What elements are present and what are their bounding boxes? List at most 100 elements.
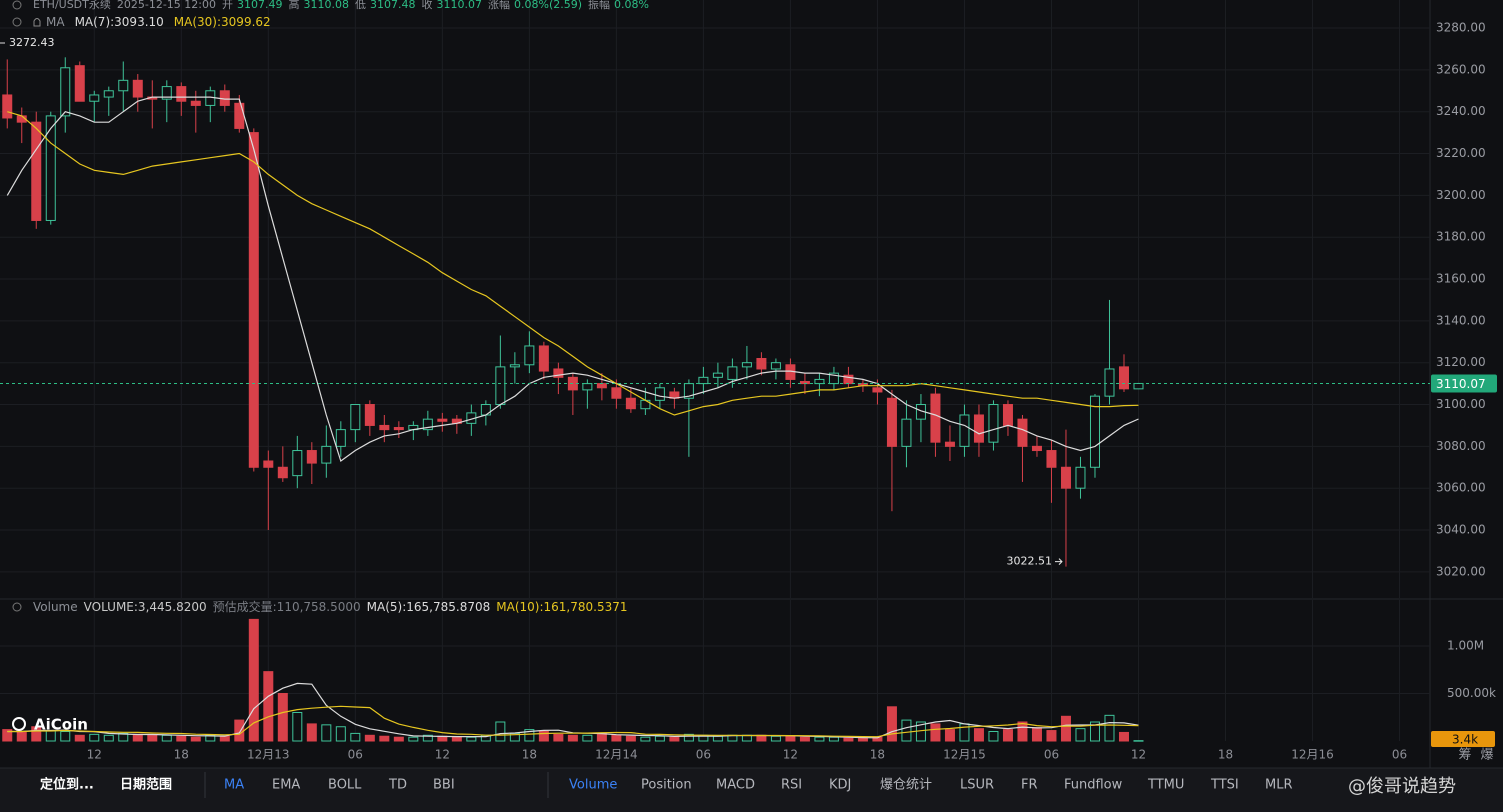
candle-body (379, 424, 390, 431)
toolbar-button[interactable]: BBI (433, 778, 455, 793)
y-tick-label: 3260.00 (1436, 62, 1486, 76)
candle-body (1002, 404, 1013, 426)
ma-line (6, 96, 1139, 462)
toolbar-button[interactable]: TTSI (1210, 778, 1239, 793)
candle-body (1046, 450, 1057, 468)
x-tick-label: 12 (783, 748, 798, 762)
volume-bar (31, 726, 42, 742)
volume-bar (190, 736, 201, 742)
candle-body (437, 418, 448, 422)
volume-bar (1060, 715, 1071, 742)
volume-bar (379, 735, 390, 742)
volume-bar (973, 728, 984, 742)
x-tick-label: 06 (1044, 748, 1059, 762)
volume-tick-label: 500.00k (1447, 686, 1496, 700)
volume-bar (640, 736, 651, 742)
candle-body (292, 450, 303, 477)
volume-bar (930, 723, 941, 742)
toolbar-button[interactable]: 爆仓统计 (880, 778, 932, 793)
candle-body (132, 79, 143, 98)
candle-body (1104, 368, 1115, 397)
volume-bar (828, 736, 839, 742)
toolbar-button[interactable]: KDJ (829, 778, 851, 793)
candle-body (161, 86, 172, 100)
x-tick-label: 12 (87, 748, 102, 762)
volume-bar (277, 692, 288, 742)
toolbar-button[interactable]: TTMU (1147, 778, 1184, 793)
x-tick-label: 18 (870, 748, 885, 762)
min-annotation: 3022.51 (1006, 555, 1052, 568)
volume-bar (422, 734, 433, 742)
volume-bar (147, 734, 158, 742)
candle-body (118, 79, 129, 92)
candle-body (176, 86, 187, 102)
toolbar-button[interactable]: BOLL (328, 778, 362, 793)
volume-bar (219, 735, 230, 742)
header-item: 3107.49 (237, 0, 283, 11)
logo-mark (12, 717, 26, 731)
x-tick-label: 12 (1131, 748, 1146, 762)
candle-body (350, 404, 361, 431)
toolbar-button[interactable]: FR (1021, 778, 1038, 793)
toolbar-button[interactable]: MLR (1265, 778, 1293, 793)
toolbar-button[interactable]: EMA (272, 778, 300, 793)
candle-body (509, 364, 520, 368)
toolbar-button[interactable]: Position (641, 778, 692, 793)
header-item: 开 (222, 0, 233, 11)
bell-icon (33, 18, 41, 27)
toolbar-button[interactable]: MA (224, 778, 244, 793)
volume-bar (654, 735, 665, 742)
volume-bar (451, 736, 462, 742)
volume-bar (321, 724, 332, 742)
x-tick-label: 12月13 (247, 748, 290, 762)
candle-body (31, 121, 42, 221)
volume-bar (843, 737, 854, 742)
volume-bar (625, 735, 636, 742)
header-item: 收 (422, 0, 433, 11)
candle-body (625, 397, 636, 410)
volume-bar (553, 733, 564, 742)
ma-line (7, 111, 1139, 416)
volume-bar (393, 736, 404, 742)
candle-body (1075, 466, 1086, 489)
candle-body (712, 372, 723, 378)
x-tick-label: 06 (348, 748, 363, 762)
volume-bar (1089, 721, 1100, 742)
toolbar-button[interactable]: Volume (569, 778, 617, 793)
current-price-marker (1431, 374, 1497, 393)
y-tick-label: 3120.00 (1436, 355, 1486, 369)
header-item: 3107.48 (370, 0, 416, 11)
candle-body (277, 466, 288, 479)
x-tick-label: 12 (435, 748, 450, 762)
toolbar-button[interactable]: LSUR (960, 778, 994, 793)
candle-body (393, 427, 404, 431)
candle-body (988, 404, 999, 443)
header-item: 振幅 (588, 0, 610, 11)
candle-body (321, 445, 332, 464)
candle-body (1017, 418, 1028, 447)
x-tick-label: 18 (1218, 748, 1233, 762)
volume-bar (350, 732, 361, 742)
x-tick-label: 18 (522, 748, 537, 762)
candle-body (872, 387, 883, 393)
volume-bar (756, 734, 767, 742)
min-arrow (1054, 558, 1063, 565)
toolbar-button[interactable]: 定位到... (39, 777, 94, 793)
candle-body (263, 460, 274, 468)
current-volume-label: 3.4k (1452, 733, 1478, 747)
toolbar-background (0, 768, 1503, 812)
toolbar-button[interactable]: RSI (781, 778, 802, 793)
x-tick-label: 18 (174, 748, 189, 762)
candle-body (828, 372, 839, 385)
volume-bar (161, 734, 172, 742)
toolbar-button[interactable]: MACD (716, 778, 755, 793)
volume-bar (248, 618, 259, 742)
volume-bar (89, 733, 100, 742)
candle-body (611, 387, 622, 399)
y-tick-label: 3140.00 (1436, 313, 1486, 327)
toolbar-button[interactable]: 日期范围 (120, 777, 172, 793)
toolbar-button[interactable]: TD (388, 778, 407, 793)
volume-bar (60, 730, 71, 742)
toolbar-button[interactable]: Fundflow (1064, 778, 1123, 793)
